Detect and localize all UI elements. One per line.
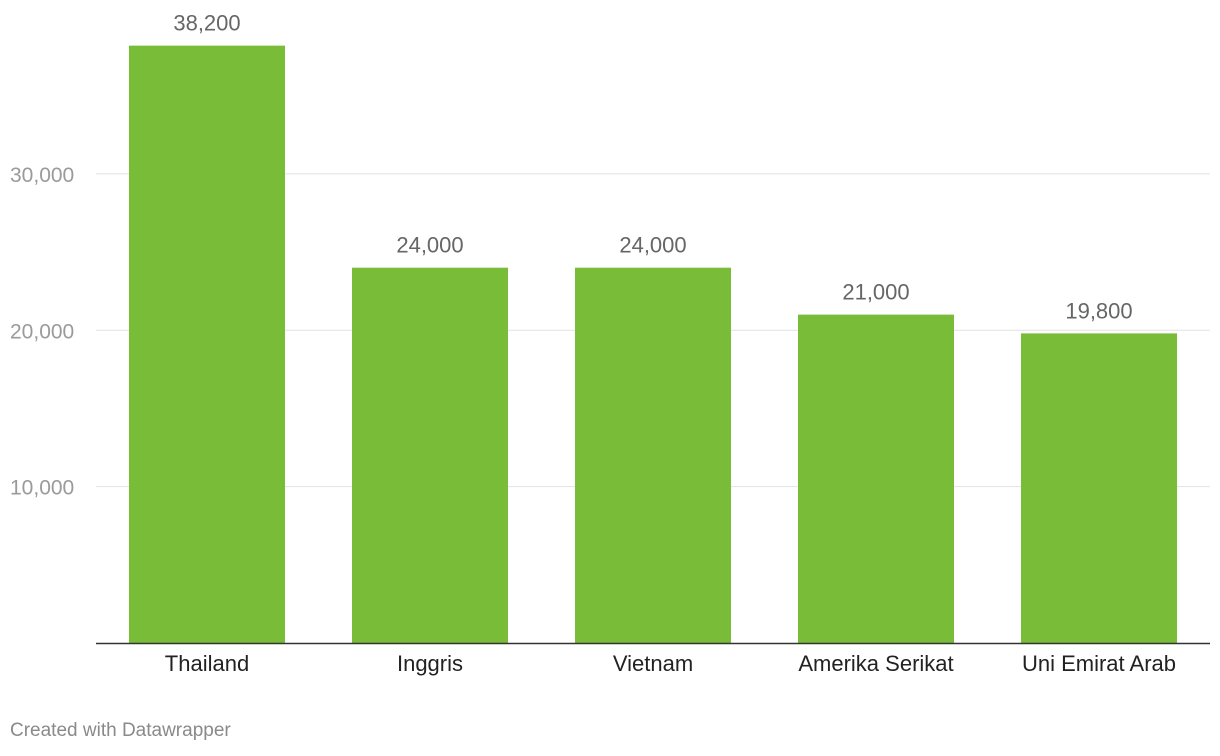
- x-tick-label: Inggris: [397, 651, 463, 676]
- bar: [798, 314, 954, 643]
- labels: 38,200 Thailand 24,000 Inggris 24,000 Vietnam…: [165, 11, 1176, 676]
- x-tick-label: Amerika Serikat: [798, 651, 953, 676]
- bar: [352, 267, 508, 643]
- bars: [129, 45, 1177, 643]
- bar: [129, 45, 285, 643]
- data-label: 21,000: [842, 280, 909, 305]
- x-tick-label: Vietnam: [613, 651, 693, 676]
- data-label: 24,000: [619, 233, 686, 258]
- footer-credit: Created with Datawrapper: [10, 720, 231, 741]
- x-tick-label: Thailand: [165, 651, 249, 676]
- y-tick-label: 20,000: [10, 320, 74, 343]
- bar: [575, 267, 731, 643]
- bar: [1021, 333, 1177, 643]
- data-label: 24,000: [396, 233, 463, 258]
- y-tick-label: 30,000: [10, 164, 74, 187]
- y-tick-label: 10,000: [10, 477, 74, 500]
- data-label: 38,200: [173, 11, 240, 36]
- data-label: 19,800: [1065, 298, 1132, 323]
- x-tick-label: Uni Emirat Arab: [1022, 651, 1176, 676]
- bar-chart: 10,000 20,000 30,000 38,200 Thailand 24,000 I…: [10, 11, 1210, 676]
